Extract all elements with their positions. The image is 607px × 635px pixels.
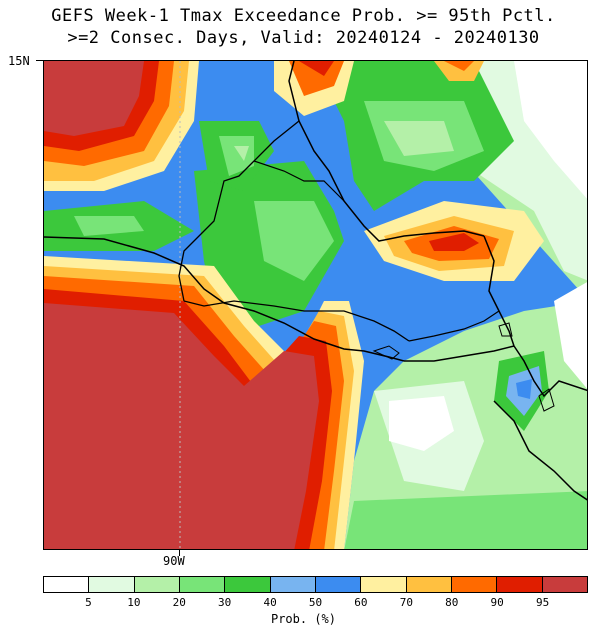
colorbar-segment bbox=[179, 577, 226, 592]
colorbar-tick-label: 5 bbox=[85, 596, 92, 609]
probability-map bbox=[43, 60, 588, 550]
colorbar bbox=[43, 576, 588, 593]
title-line-2: >=2 Consec. Days, Valid: 20240124 - 2024… bbox=[67, 28, 540, 48]
colorbar-tick-label: 20 bbox=[172, 596, 186, 609]
colorbar-segment bbox=[361, 577, 407, 592]
colorbar-segment bbox=[44, 577, 90, 592]
colorbar-tick-label: 50 bbox=[308, 596, 323, 609]
colorbar-segment bbox=[406, 577, 452, 592]
colorbar-tick-label: 60 bbox=[354, 596, 368, 609]
colorbar-tick-label: 70 bbox=[399, 596, 413, 609]
colorbar-segment bbox=[451, 577, 498, 592]
latitude-label: 15N bbox=[8, 54, 30, 68]
longitude-label: 90W bbox=[163, 554, 185, 568]
colorbar-tick-label: 90 bbox=[490, 596, 504, 609]
colorbar-segment bbox=[542, 577, 587, 592]
border-guatemala-honduras bbox=[183, 300, 410, 342]
colorbar-tick-label: 40 bbox=[263, 596, 277, 609]
colorbar-tick-label: 30 bbox=[218, 596, 232, 609]
border-mexico-guatemala bbox=[178, 120, 300, 302]
colorbar-tick-label: 95 bbox=[535, 596, 550, 609]
coastline-south bbox=[44, 236, 405, 362]
colorbar-segment bbox=[89, 577, 135, 592]
latitude-tick bbox=[36, 60, 43, 61]
border-honduras-nicaragua bbox=[408, 310, 500, 342]
colorbar-segment bbox=[270, 577, 316, 592]
colorbar-tick-labels: 5 10 20 30 40 50 60 70 80 90 95 bbox=[43, 596, 588, 610]
map-svg bbox=[44, 61, 587, 549]
colorbar-segment bbox=[225, 577, 271, 592]
colorbar-segment bbox=[134, 577, 180, 592]
longitude-tick bbox=[179, 550, 180, 556]
colorbar-tick-label: 10 bbox=[127, 596, 141, 609]
colorbar-tick-label: 80 bbox=[445, 596, 459, 609]
colorbar-title: Prob. (%) bbox=[270, 612, 337, 626]
border-belize bbox=[253, 160, 345, 202]
colorbar-segment bbox=[497, 577, 543, 592]
colorbar-segment bbox=[315, 577, 362, 592]
title-line-1: GEFS Week-1 Tmax Exceedance Prob. >= 95t… bbox=[51, 6, 556, 26]
